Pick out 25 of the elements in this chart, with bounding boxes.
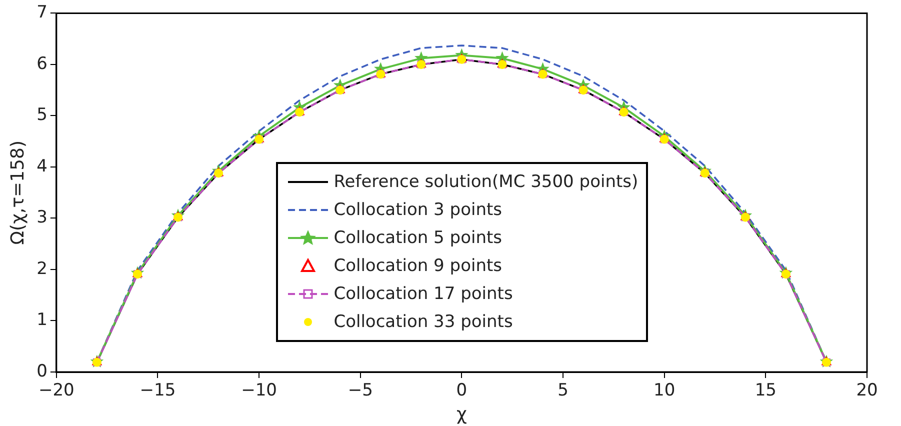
y-tick-label: 5 <box>36 105 48 126</box>
y-tick-label: 7 <box>36 2 48 23</box>
y-tick-label: 3 <box>36 208 48 228</box>
x-tick-label: 10 <box>654 380 676 401</box>
x-tick-label: 15 <box>754 380 776 401</box>
x-axis-title: χ <box>456 404 467 425</box>
y-tick-label: 4 <box>36 156 48 176</box>
y-tick-label: 2 <box>36 258 48 279</box>
legend-label: Collocation 9 points <box>334 256 502 276</box>
x-tick-label: −5 <box>348 380 373 401</box>
x-tick-label: 5 <box>558 380 568 401</box>
x-tick-label: −10 <box>241 380 278 401</box>
x-tick-label: −15 <box>140 380 176 401</box>
legend-label: Collocation 3 points <box>334 200 502 220</box>
x-tick-label: 0 <box>456 380 468 401</box>
x-tick-label: −20 <box>38 380 74 401</box>
legend-label: Collocation 33 points <box>334 312 513 332</box>
legend-label: Reference solution(MC 3500 points) <box>334 172 638 192</box>
legend-label: Collocation 5 points <box>334 228 502 248</box>
y-tick-label: 1 <box>36 310 48 330</box>
y-tick-label: 6 <box>36 54 48 74</box>
legend-label: Collocation 17 points <box>334 284 513 304</box>
y-axis-title: Ω(χ,τ=158) <box>7 140 28 245</box>
y-tick-label: 0 <box>36 361 48 382</box>
x-tick-label: 20 <box>856 380 878 401</box>
